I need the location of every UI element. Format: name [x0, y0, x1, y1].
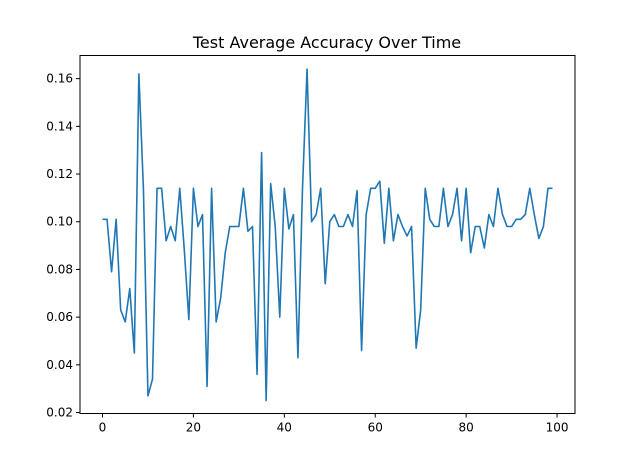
series-layer	[102, 68, 553, 402]
y-tick-label: 0.02	[46, 406, 73, 420]
x-tick-label: 80	[458, 421, 473, 435]
x-tick-label: 60	[368, 421, 383, 435]
x-tick-label: 0	[99, 421, 107, 435]
series-line	[102, 68, 553, 402]
x-tick-label: 40	[277, 421, 292, 435]
y-tick-label: 0.06	[46, 310, 73, 324]
x-tick-label: 20	[186, 421, 201, 435]
y-tick-label: 0.04	[46, 358, 73, 372]
axes: 0 20 40 60 80 100 0.02 0.04 0.06 0.08 0.10 0.12 0.14…	[46, 72, 568, 435]
y-tick-label: 0.10	[46, 215, 73, 229]
chart-title: Test Average Accuracy Over Time	[192, 33, 461, 52]
y-tick-label: 0.08	[46, 262, 73, 276]
y-tick-label: 0.14	[46, 119, 73, 133]
plot-frame	[79, 55, 576, 414]
y-tick-label: 0.12	[46, 167, 73, 181]
x-tick-label: 100	[546, 421, 569, 435]
y-tick-label: 0.16	[46, 72, 73, 86]
